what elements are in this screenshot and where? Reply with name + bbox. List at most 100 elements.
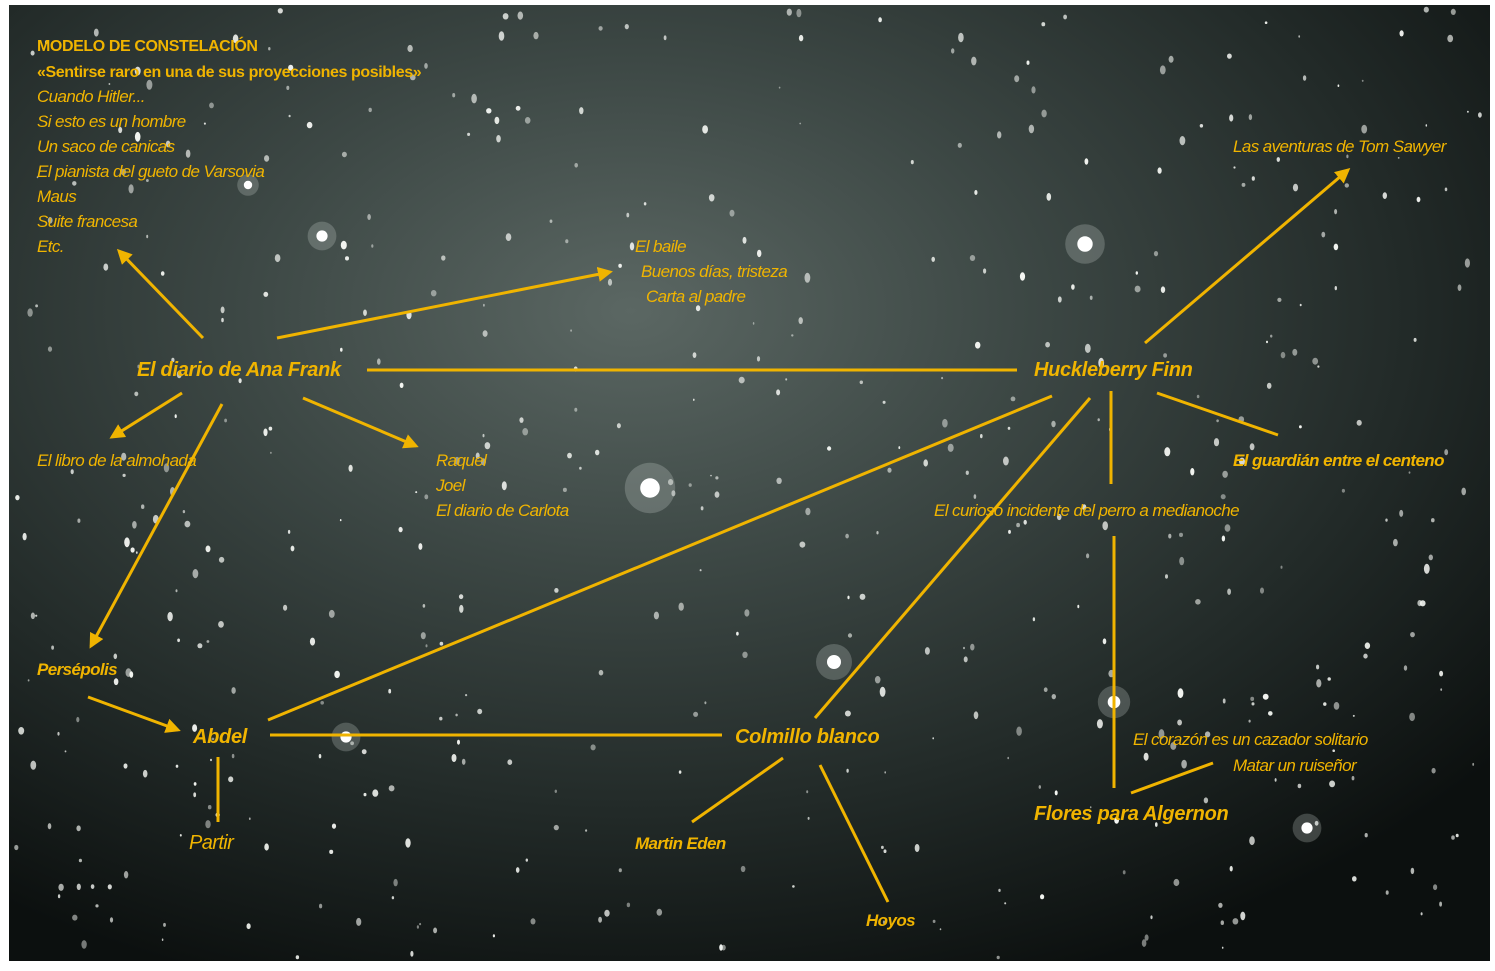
star xyxy=(799,35,803,41)
star xyxy=(1085,158,1089,164)
star xyxy=(1135,286,1141,293)
star xyxy=(570,329,572,331)
star xyxy=(599,670,604,676)
star xyxy=(925,647,930,655)
star xyxy=(875,676,881,683)
group-item: Raquel xyxy=(436,451,488,470)
star xyxy=(141,504,144,509)
star xyxy=(792,885,795,888)
star xyxy=(486,108,491,113)
star xyxy=(704,701,706,704)
star xyxy=(1275,778,1277,782)
star xyxy=(898,446,900,449)
star xyxy=(221,318,224,322)
star xyxy=(1417,197,1421,202)
star xyxy=(163,923,166,927)
star xyxy=(193,792,196,797)
star xyxy=(180,834,182,837)
star xyxy=(696,305,700,311)
star xyxy=(495,117,500,124)
star xyxy=(455,714,457,717)
star xyxy=(1004,902,1006,904)
star xyxy=(410,951,413,957)
star xyxy=(1045,342,1050,348)
star xyxy=(591,744,596,750)
star xyxy=(289,115,291,118)
star xyxy=(608,279,612,286)
star xyxy=(1472,763,1474,766)
star xyxy=(997,956,1000,959)
star xyxy=(519,417,523,423)
star xyxy=(124,871,128,878)
star xyxy=(1102,521,1108,530)
star xyxy=(1398,157,1400,159)
star xyxy=(1312,358,1318,365)
star xyxy=(1467,111,1469,113)
star xyxy=(459,594,463,599)
star xyxy=(329,610,335,618)
star xyxy=(525,117,531,124)
star xyxy=(585,829,587,832)
star xyxy=(1041,22,1045,26)
star xyxy=(1218,903,1222,908)
star xyxy=(1250,443,1255,450)
star xyxy=(776,478,781,484)
star xyxy=(721,945,726,951)
star xyxy=(452,754,457,762)
node-label: El guardián entre el centeno xyxy=(1233,451,1444,470)
star xyxy=(883,401,886,404)
star xyxy=(210,759,212,761)
star xyxy=(876,531,878,534)
star xyxy=(1281,352,1286,358)
star xyxy=(563,488,567,492)
star xyxy=(932,737,934,739)
star xyxy=(1180,136,1186,145)
star xyxy=(51,646,54,650)
star xyxy=(496,135,501,142)
star xyxy=(693,712,698,717)
star xyxy=(1404,665,1407,670)
star xyxy=(604,910,609,917)
star xyxy=(1033,617,1035,621)
star xyxy=(1103,638,1107,644)
star xyxy=(421,632,426,639)
star xyxy=(1178,688,1184,698)
star xyxy=(693,352,697,358)
star xyxy=(405,838,410,847)
star xyxy=(426,644,428,647)
star xyxy=(1195,599,1201,605)
star xyxy=(507,759,512,765)
star xyxy=(1323,702,1326,706)
bright-star xyxy=(316,230,327,241)
star xyxy=(23,533,27,540)
star xyxy=(14,845,18,850)
star xyxy=(363,310,367,316)
star xyxy=(1063,15,1067,20)
star xyxy=(1163,353,1167,357)
star xyxy=(110,917,113,922)
star xyxy=(1181,760,1187,769)
star xyxy=(1334,244,1339,251)
star xyxy=(742,652,747,658)
star xyxy=(1361,125,1367,134)
star xyxy=(1456,834,1459,838)
star xyxy=(332,824,336,829)
star xyxy=(1433,884,1437,890)
star xyxy=(1429,555,1433,561)
star xyxy=(72,181,76,186)
star xyxy=(657,909,663,916)
star xyxy=(1200,124,1203,128)
star xyxy=(845,711,851,717)
star xyxy=(1014,75,1019,82)
star xyxy=(1316,665,1319,670)
star xyxy=(1363,654,1367,659)
star xyxy=(1451,9,1456,15)
star xyxy=(124,763,128,768)
star xyxy=(108,884,112,889)
star xyxy=(791,334,793,336)
star xyxy=(319,904,322,909)
star xyxy=(131,547,135,552)
star xyxy=(1249,836,1255,845)
star xyxy=(320,701,324,705)
star xyxy=(966,471,969,475)
